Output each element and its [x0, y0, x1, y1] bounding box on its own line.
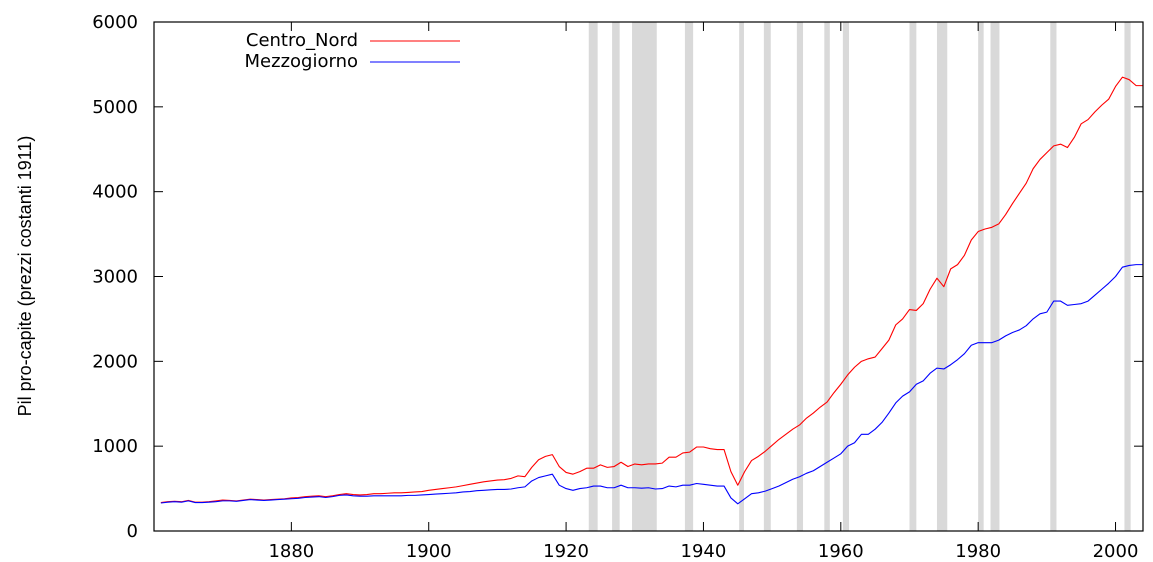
x-tick-label: 1960 — [818, 541, 864, 562]
series-line — [160, 264, 1143, 505]
shaded-period — [684, 22, 694, 531]
shaded-period — [978, 22, 984, 531]
shaded-period — [796, 22, 804, 531]
x-tick-label: 1920 — [543, 541, 589, 562]
shaded-period — [909, 22, 917, 531]
y-tick-label: 4000 — [92, 182, 138, 203]
shaded-period — [612, 22, 620, 531]
y-tick-label: 5000 — [92, 97, 138, 118]
y-tick-label: 0 — [127, 521, 138, 542]
x-tick-label: 1900 — [406, 541, 452, 562]
y-tick-label: 3000 — [92, 267, 138, 288]
x-tick-label: 1940 — [681, 541, 727, 562]
shaded-period — [632, 22, 657, 531]
x-tick-label: 2000 — [1093, 541, 1139, 562]
y-tick-label: 1000 — [92, 436, 138, 457]
shaded-period — [588, 22, 598, 531]
shaded-periods — [588, 22, 1131, 531]
legend-label: Centro_Nord — [246, 30, 358, 51]
x-tick-label: 1980 — [955, 541, 1001, 562]
y-tick-label: 6000 — [92, 12, 138, 33]
shaded-period — [1124, 22, 1131, 531]
shaded-period — [842, 22, 850, 531]
series-line — [160, 76, 1143, 504]
y-tick-label: 2000 — [92, 351, 138, 372]
shaded-period — [763, 22, 771, 531]
shaded-period — [824, 22, 830, 531]
shaded-period — [739, 22, 744, 531]
y-axis-label: Pil pro-capite (prezzi costanti 1911) — [15, 136, 35, 417]
shaded-period — [936, 22, 948, 531]
legend-label: Mezzogiorno — [245, 51, 358, 72]
plot-lines — [160, 76, 1143, 505]
x-tick-label: 1880 — [268, 541, 314, 562]
shaded-period — [990, 22, 1000, 531]
shaded-period — [1050, 22, 1057, 531]
